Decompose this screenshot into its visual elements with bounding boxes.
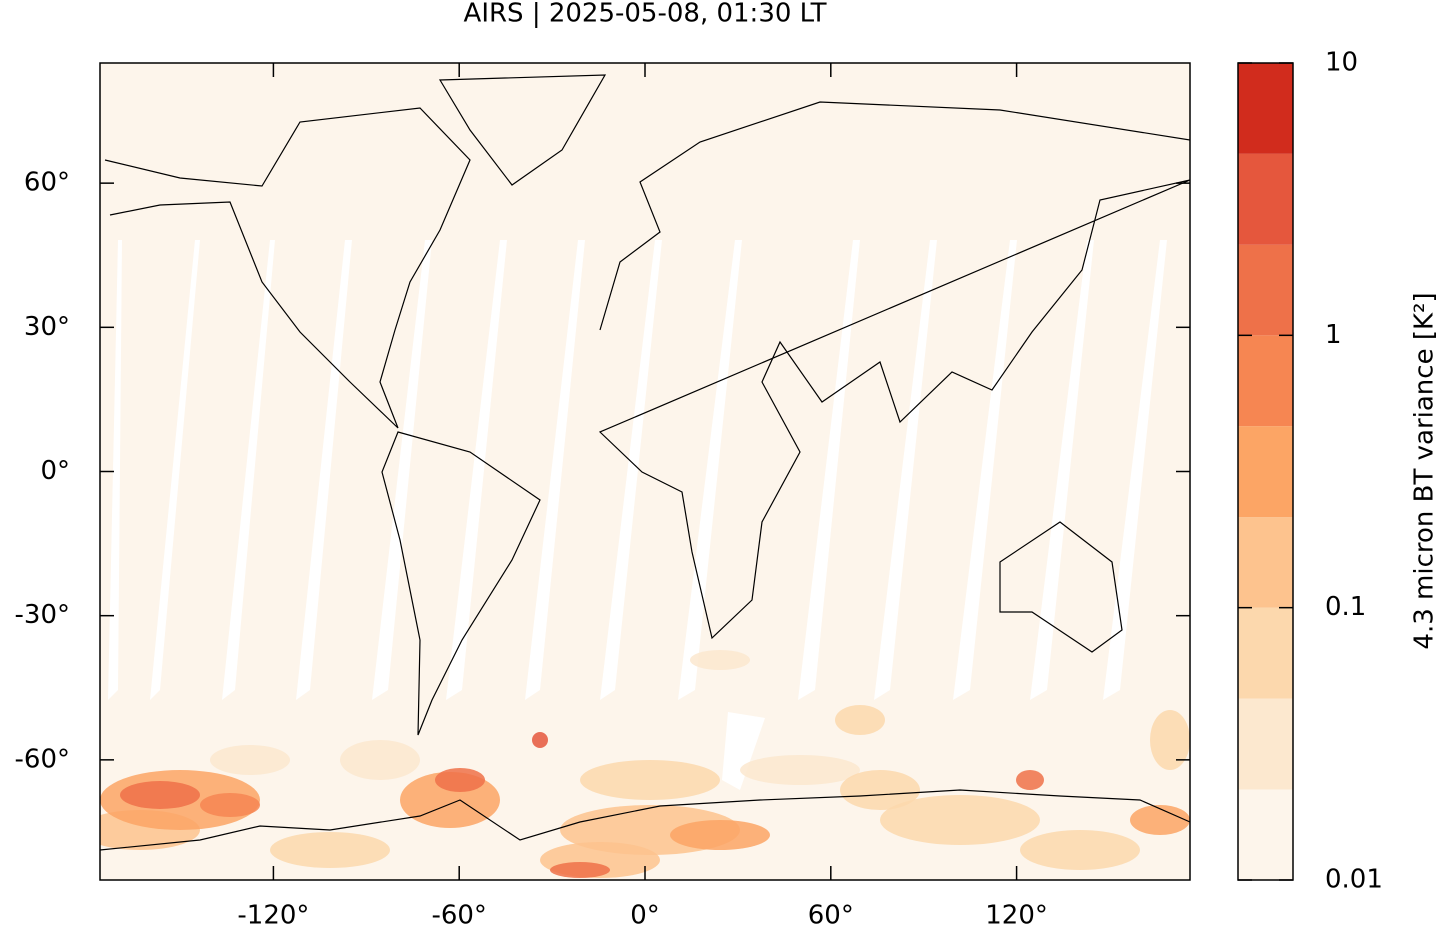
variance-patch [1020,830,1140,870]
colorbar-level [1238,426,1293,518]
title: AIRS | 2025-05-08, 01:30 LT [464,0,827,29]
colorbar-label: 4.3 micron BT variance [K²] [1410,292,1440,649]
colorbar-level [1238,335,1293,427]
y-tick-label: 30° [24,312,70,342]
x-tick-label: -60° [431,901,486,930]
variance-patch [200,793,260,817]
colorbar-level [1238,517,1293,608]
y-tick-label: -60° [15,744,70,774]
x-tick-label: 60° [808,901,854,930]
variance-patch [835,705,885,735]
variance-patch [340,740,420,780]
variance-patch [840,770,920,810]
coastlines [100,74,1190,851]
colorbar-tick-label: 10 [1325,48,1358,78]
colorbar-level [1238,244,1293,336]
variance-patch [210,745,290,775]
variance-patch [120,781,200,809]
y-tick-label: -30° [15,600,70,630]
colorbar-level [1238,153,1293,245]
colorbar-tick-label: 0.01 [1325,865,1383,895]
colorbar-tick-label: 1 [1325,320,1342,350]
variance-patch [270,832,390,868]
y-tick-label: 0° [40,456,70,486]
variance-patch [880,795,1040,845]
x-tick-label: 120° [985,901,1048,930]
variance-patch [1150,710,1190,770]
colorbar-level [1238,789,1293,880]
colorbar-level [1238,63,1293,154]
variance-patch [670,820,770,850]
variance-patch [740,755,860,785]
variance-patch [1130,805,1190,835]
variance-patch [1016,770,1044,790]
variance-patch [690,650,750,670]
map-background [100,63,1190,880]
variance-patch [550,862,610,878]
map-layer [100,74,1190,878]
x-tick-label: 0° [630,901,660,930]
colorbar-level [1238,698,1293,790]
colorbar-tick-label: 0.1 [1325,592,1366,622]
colorbar-frame [1237,62,1294,881]
data-gaps [108,240,1167,790]
colorbar-level [1238,607,1293,699]
y-tick-label: 60° [24,168,70,198]
variance-patch [580,760,720,800]
x-tick-label: -120° [237,901,309,930]
variance-patch [532,732,548,748]
variance-patch [435,768,485,792]
